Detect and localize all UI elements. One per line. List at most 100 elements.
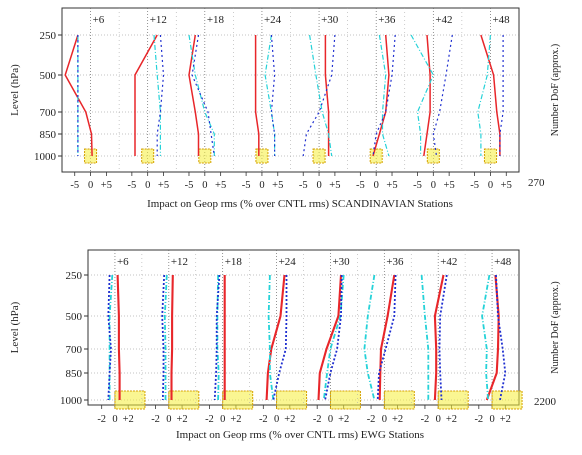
x-tick-label: 0	[202, 180, 207, 191]
significance-box	[168, 390, 200, 410]
x-tick-label: +5	[158, 180, 169, 191]
x-tick-label: +2	[176, 414, 187, 425]
significance-box	[329, 390, 361, 410]
y-axis-label: Level (hPa)	[9, 64, 21, 116]
series-line	[324, 274, 343, 401]
plot-frame	[87, 249, 520, 406]
significance-box	[437, 390, 469, 410]
x-tick-label: 0	[145, 180, 150, 191]
x-tick-label: 0	[488, 180, 493, 191]
significance-box	[312, 148, 326, 164]
x-tick-label: -5	[70, 180, 79, 191]
x-tick-label: -2	[313, 414, 322, 425]
series-line	[423, 34, 431, 157]
level-tick-label: 250	[66, 270, 83, 282]
significance-box	[491, 390, 523, 410]
series-line	[188, 34, 200, 156]
significance-box	[255, 148, 269, 164]
x-tick-label: 0	[274, 414, 279, 425]
right-axis-label: Number DoF (approx.)	[550, 44, 561, 136]
x-tick-label: +5	[215, 180, 226, 191]
panel-label: +12	[171, 256, 188, 268]
x-tick-label: 0	[374, 180, 379, 191]
panel-label: +42	[435, 14, 452, 26]
x-tick-label: -2	[474, 414, 483, 425]
dof-value: 2200	[534, 396, 557, 408]
series-line	[153, 34, 161, 156]
x-tick-label: 0	[259, 180, 264, 191]
x-axis-label: Impact on Geop rms (% over CNTL rms) EWG…	[176, 429, 424, 441]
level-tick-label: 250	[40, 30, 57, 42]
x-tick-label: 0	[166, 414, 171, 425]
series-line	[302, 34, 336, 157]
panel-label: +36	[386, 256, 404, 268]
x-tick-label: 0	[220, 414, 225, 425]
series-line	[108, 274, 114, 400]
y-axis-label: Level (hPa)	[9, 301, 21, 353]
series-line	[270, 34, 276, 156]
x-tick-label: +2	[338, 414, 349, 425]
x-tick-label: -5	[470, 180, 479, 191]
x-tick-label: -5	[242, 180, 251, 191]
level-tick-label: 1000	[34, 151, 57, 163]
significance-box	[222, 390, 254, 410]
significance-box	[369, 148, 383, 164]
level-tick-label: 700	[66, 344, 83, 356]
series-line	[322, 274, 345, 401]
significance-box	[84, 148, 98, 164]
chart-scandinavian: 250 500 700 850 1000 Level (hPa) Number DoF (a…	[9, 7, 561, 210]
series-line	[499, 35, 504, 156]
x-tick-label: 0	[431, 180, 436, 191]
chart-ewg: 250 500 700 850 1000 Level (hPa) Number DoF (a…	[9, 249, 561, 441]
panel-label: +12	[150, 14, 167, 26]
series-line	[170, 274, 174, 400]
series-line	[64, 34, 93, 157]
series-line	[410, 34, 434, 156]
series-line	[481, 274, 491, 401]
significance-box	[198, 148, 212, 164]
panel-label: +18	[225, 256, 243, 268]
x-tick-label: 0	[316, 180, 321, 191]
series-line	[265, 274, 286, 401]
series-line	[363, 274, 376, 401]
x-tick-label: -5	[127, 180, 136, 191]
level-tick-label: 1000	[60, 395, 83, 407]
significance-box	[483, 148, 497, 164]
x-tick-label: +5	[386, 180, 397, 191]
x-tick-label: -5	[413, 180, 422, 191]
panel-label: +48	[494, 256, 512, 268]
right-axis-label: Number DoF (approx.)	[550, 281, 561, 373]
x-tick-label: 0	[328, 414, 333, 425]
x-tick-label: -5	[299, 180, 308, 191]
x-tick-label: +2	[392, 414, 403, 425]
level-tick-label: 500	[66, 311, 83, 323]
x-tick-label: +2	[284, 414, 295, 425]
series-line	[191, 34, 215, 157]
series-line	[485, 274, 500, 401]
series-line	[433, 274, 445, 401]
significance-box	[426, 148, 440, 164]
dof-value: 270	[528, 177, 545, 189]
series-line	[378, 274, 396, 401]
series-line	[420, 274, 430, 400]
significance-box	[276, 390, 308, 410]
series-line	[216, 274, 220, 401]
panel-label: +6	[117, 256, 129, 268]
x-tick-label: +5	[444, 180, 455, 191]
level-tick-label: 850	[66, 368, 83, 380]
series-line	[254, 35, 260, 156]
panel-label: +24	[264, 14, 282, 26]
level-tick-label: 500	[40, 70, 57, 82]
series-line	[272, 275, 288, 401]
x-tick-label: -2	[259, 414, 268, 425]
x-axis-label: Impact on Geop rms (% over CNTL rms) SCA…	[147, 198, 453, 210]
x-tick-label: 0	[382, 414, 387, 425]
x-tick-label: +5	[101, 180, 112, 191]
significance-box	[141, 148, 155, 164]
x-tick-label: 0	[88, 180, 93, 191]
series-line	[317, 274, 343, 401]
series-line	[156, 34, 165, 156]
series-line	[161, 274, 166, 401]
panel-label: +36	[378, 14, 396, 26]
x-tick-label: -2	[421, 414, 430, 425]
